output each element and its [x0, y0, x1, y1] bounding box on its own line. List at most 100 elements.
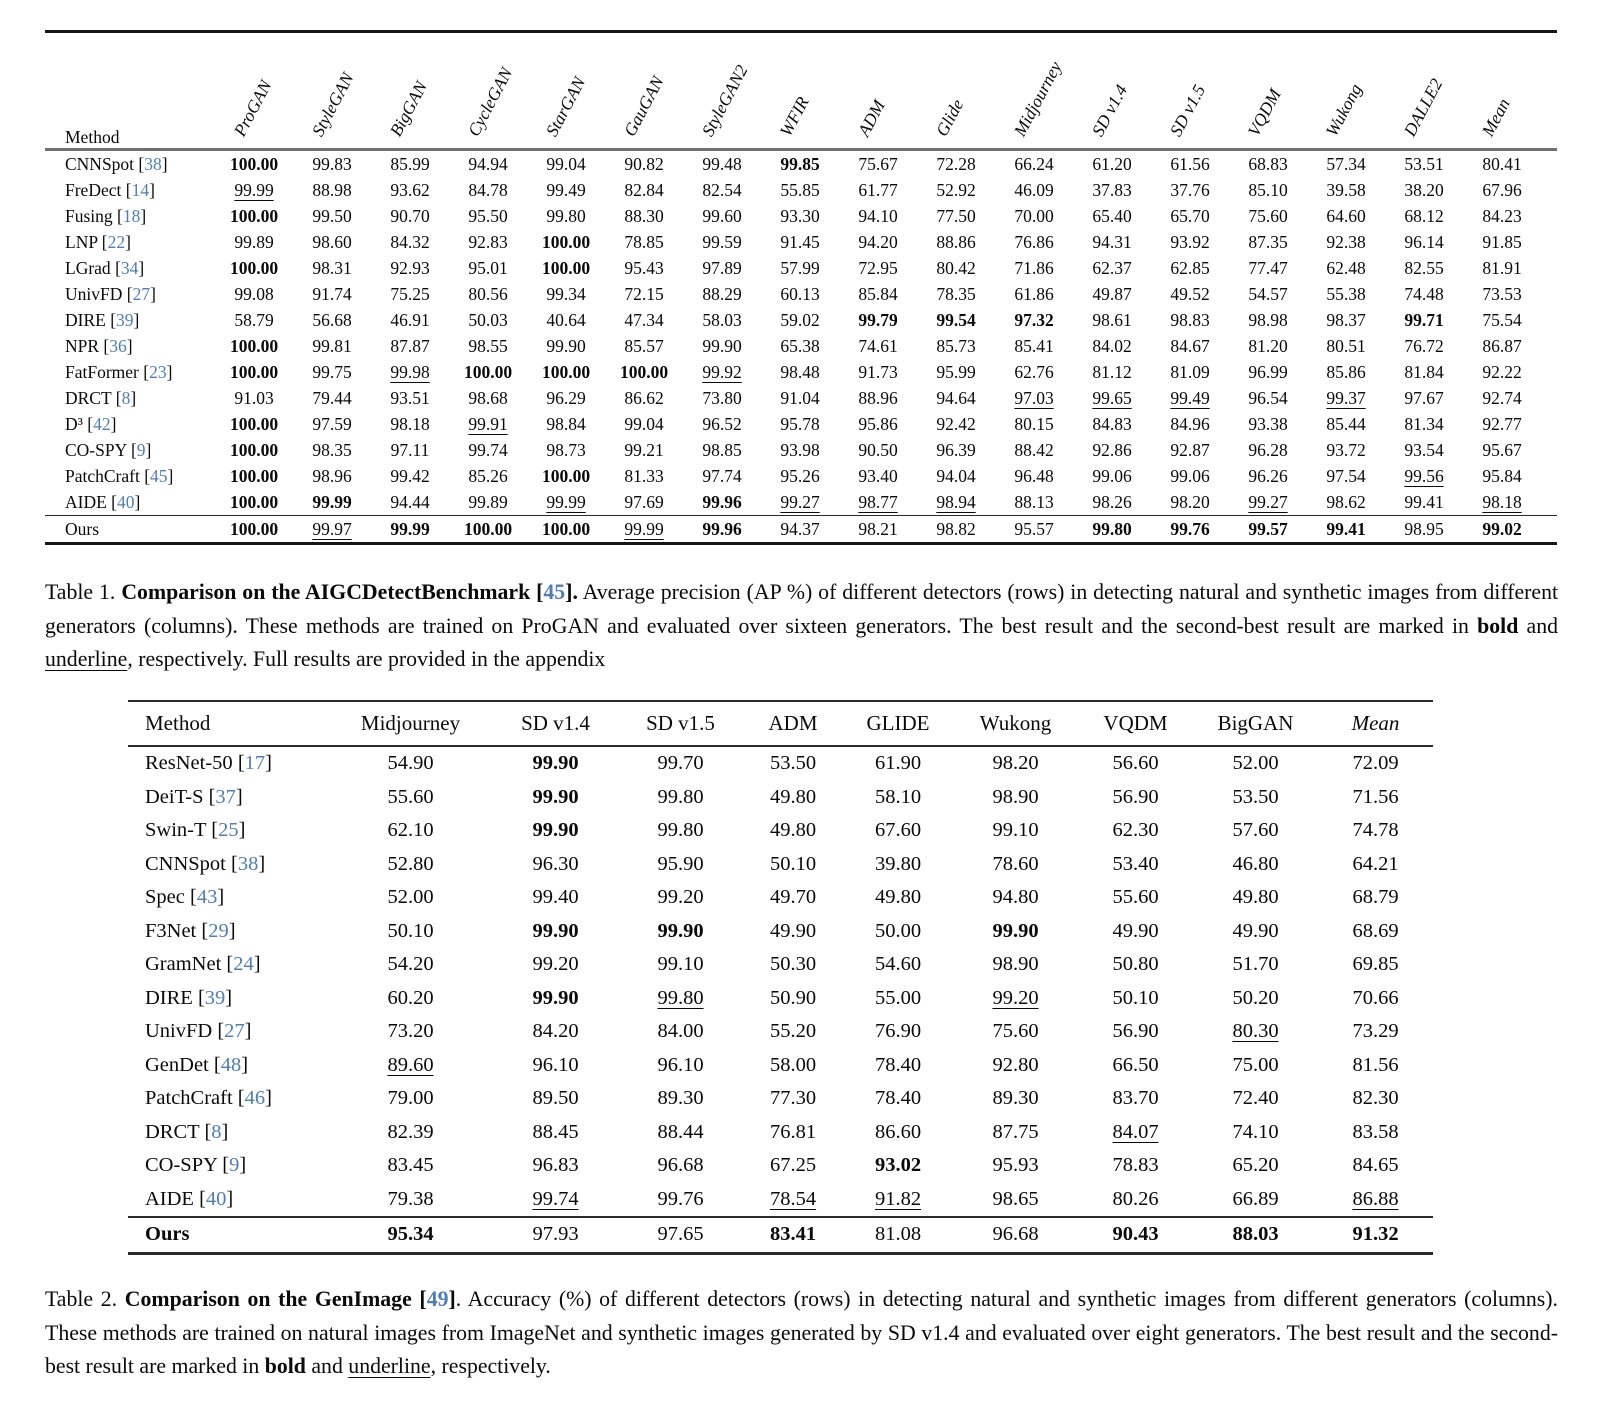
bracket: ] — [126, 336, 133, 356]
citation-ref[interactable]: 39 — [116, 310, 134, 330]
citation-ref[interactable]: 43 — [196, 886, 218, 908]
method-label: Fusing [18] — [45, 203, 215, 229]
value-cell: 49.80 — [769, 819, 817, 841]
value-cell: 75.00 — [1232, 1053, 1279, 1076]
table2-genimage: Method Midjourney SD v1.4 SD v1.5 ADM GLIDE W… — [128, 700, 1433, 1255]
citation-ref[interactable]: 42 — [93, 414, 111, 434]
value-cell: 99.99 — [624, 519, 664, 539]
table1-header-rule — [45, 148, 1557, 151]
citation-ref[interactable]: 45 — [543, 580, 566, 604]
value-cell: 99.50 — [312, 206, 352, 226]
citation-ref[interactable]: 37 — [215, 785, 236, 808]
citation-ref[interactable]: 38 — [144, 154, 162, 174]
method-label: CO-SPY [9] — [45, 437, 215, 463]
value-cell: 74.78 — [1352, 819, 1399, 841]
bracket: [ — [82, 414, 94, 434]
value-cell: 39.80 — [874, 852, 922, 875]
method-name: ResNet-50 — [145, 752, 233, 774]
value-cell: 84.23 — [1482, 206, 1522, 226]
value-cell: 95.86 — [858, 414, 898, 434]
value-cell: 97.65 — [657, 1223, 704, 1245]
citation-ref[interactable]: 27 — [224, 1020, 245, 1042]
citation-ref[interactable]: 8 — [121, 388, 131, 408]
value-cell: 56.68 — [312, 310, 352, 330]
citation-ref[interactable]: 49 — [426, 1287, 449, 1311]
citation-ref[interactable]: 18 — [122, 206, 141, 226]
citation-ref[interactable]: 9 — [229, 1154, 240, 1176]
value-cell: 50.00 — [874, 919, 922, 942]
column-header-cyclegan: CycleGAN — [463, 64, 517, 140]
citation-ref[interactable]: 40 — [205, 1187, 227, 1210]
column-header-sd-v1-4: SD v1.4 — [1087, 81, 1131, 140]
value-cell: 96.83 — [532, 1154, 579, 1176]
value-cell: 37.76 — [1170, 180, 1210, 200]
table-row-lnp: LNP [22] 99.89 98.60 84.32 92.83 100.00 78.85 9… — [45, 229, 1557, 255]
value-cell: 95.34 — [387, 1223, 434, 1245]
citation-ref[interactable]: 48 — [220, 1053, 242, 1076]
table-row-deit-s: DeiT-S [37] 55.60 99.90 99.80 49.80 58.10 98.9… — [128, 781, 1433, 815]
value-cell: 100.00 — [229, 519, 279, 539]
value-cell: 98.20 — [1170, 492, 1210, 512]
citation-ref[interactable]: 8 — [211, 1120, 222, 1143]
method-label: AIDE [40] — [128, 1183, 328, 1217]
citation-ref[interactable]: 36 — [109, 336, 127, 356]
value-cell: 94.37 — [780, 519, 820, 539]
citation-ref[interactable]: 14 — [131, 180, 150, 200]
value-cell: 98.48 — [780, 362, 820, 382]
value-cell: 75.54 — [1482, 310, 1522, 330]
citation-ref[interactable]: 46 — [244, 1087, 266, 1109]
citation-ref[interactable]: 22 — [107, 232, 126, 252]
value-cell: 78.83 — [1112, 1154, 1159, 1176]
value-cell: 56.60 — [1112, 752, 1159, 774]
citation-ref[interactable]: 9 — [136, 440, 146, 460]
citation-ref[interactable]: 39 — [204, 986, 226, 1009]
value-cell: 100.00 — [619, 362, 669, 382]
value-cell: 100.00 — [463, 362, 513, 382]
value-cell: 99.06 — [1170, 466, 1210, 486]
value-cell: 99.06 — [1092, 466, 1132, 486]
citation-ref[interactable]: 40 — [117, 492, 135, 512]
bracket: [ — [217, 1154, 230, 1176]
value-cell: 95.50 — [468, 206, 508, 226]
value-cell: 88.96 — [858, 388, 898, 408]
column-header-vqdm: VQDM — [1243, 85, 1285, 140]
value-cell: 85.10 — [1248, 180, 1288, 200]
value-cell: 95.78 — [780, 414, 820, 434]
value-cell: 99.90 — [992, 919, 1039, 942]
value-cell: 81.34 — [1404, 414, 1444, 434]
value-cell: 92.22 — [1482, 362, 1522, 382]
value-cell: 73.29 — [1352, 1020, 1399, 1042]
value-cell: 98.61 — [1092, 310, 1132, 330]
citation-ref[interactable]: 34 — [120, 258, 139, 278]
bracket: [ — [126, 440, 137, 460]
value-cell: 78.85 — [624, 232, 664, 252]
table1-header-row: Method ProGAN StyleGAN BigGAN CycleGAN StarG… — [45, 33, 1557, 148]
citation-ref[interactable]: 45 — [150, 466, 168, 486]
citation-ref[interactable]: 24 — [233, 953, 254, 975]
value-cell: 68.79 — [1352, 886, 1399, 908]
bracket: [ — [232, 752, 245, 774]
method-label: DeiT-S [37] — [128, 781, 328, 815]
method-name: AIDE — [145, 1187, 194, 1210]
citation-ref[interactable]: 25 — [218, 819, 239, 841]
value-cell: 56.90 — [1112, 785, 1159, 808]
value-cell: 49.87 — [1092, 284, 1132, 304]
table-row-cnnspot: CNNSpot [38] 52.80 96.30 95.90 50.10 39.80 78.… — [128, 848, 1433, 882]
bracket: [ — [112, 206, 123, 226]
caption-segment: underline — [45, 647, 128, 671]
value-cell: 88.86 — [936, 232, 976, 252]
bracket: ] — [145, 440, 152, 460]
citation-ref[interactable]: 29 — [208, 919, 229, 942]
citation-ref[interactable]: 23 — [149, 362, 167, 382]
value-cell: 99.02 — [1482, 519, 1522, 539]
column-header-midjourney: Midjourney — [360, 711, 461, 735]
value-cell: 86.60 — [874, 1120, 922, 1143]
citation-ref[interactable]: 38 — [237, 852, 259, 875]
bracket: ] — [265, 1087, 272, 1109]
citation-ref[interactable]: 17 — [244, 752, 266, 774]
bracket: [ — [138, 362, 150, 382]
value-cell: 99.49 — [1170, 388, 1210, 408]
method-name: FatFormer — [65, 362, 139, 382]
citation-ref[interactable]: 27 — [132, 284, 151, 304]
value-cell: 70.66 — [1352, 986, 1399, 1009]
